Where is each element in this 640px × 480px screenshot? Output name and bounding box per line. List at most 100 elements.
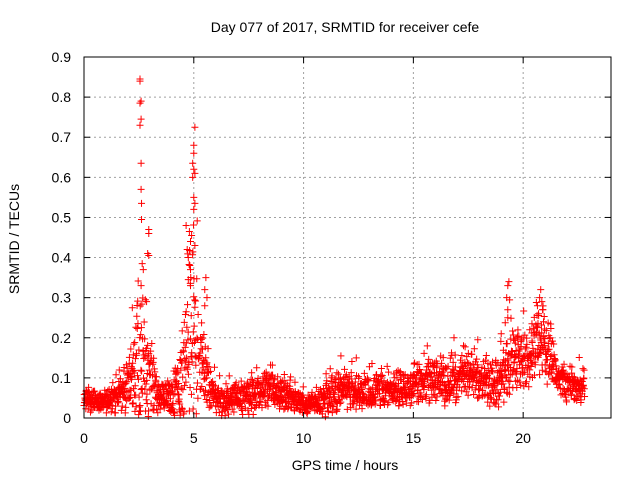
data-point	[199, 334, 207, 342]
data-point	[256, 397, 264, 405]
data-point	[190, 165, 198, 173]
data-point	[439, 354, 447, 362]
data-point	[138, 367, 146, 375]
y-tick-label: 0.8	[52, 89, 72, 105]
data-point	[525, 383, 533, 391]
data-point	[118, 402, 126, 410]
data-point	[143, 298, 151, 306]
data-point	[112, 371, 120, 379]
data-point	[182, 378, 190, 386]
data-point	[533, 302, 541, 310]
x-tick-label: 5	[190, 430, 198, 446]
data-point	[136, 77, 144, 85]
data-point	[187, 312, 195, 320]
data-point	[541, 342, 549, 350]
data-point	[409, 371, 417, 379]
grid	[84, 57, 611, 418]
data-point	[474, 385, 482, 393]
data-point	[472, 368, 480, 376]
data-point	[376, 390, 384, 398]
data-point	[125, 394, 133, 402]
data-point	[500, 398, 508, 406]
data-point	[463, 353, 471, 361]
data-point	[122, 379, 130, 387]
data-point	[497, 330, 505, 338]
data-point	[395, 402, 403, 410]
data-point	[133, 324, 141, 332]
data-point	[144, 341, 152, 349]
y-tick-label: 0	[63, 410, 71, 426]
data-point	[200, 331, 208, 339]
data-point	[536, 371, 544, 379]
data-point	[568, 369, 576, 377]
axis-ticks	[83, 56, 611, 419]
x-tick-label: 20	[515, 430, 531, 446]
data-point	[186, 266, 194, 274]
data-point	[136, 407, 144, 415]
data-point	[185, 260, 193, 268]
data-point	[228, 405, 236, 413]
data-point	[464, 349, 472, 357]
data-point	[130, 340, 138, 348]
y-tick-label: 0.1	[52, 370, 72, 386]
data-point	[460, 342, 468, 350]
data-point	[182, 308, 190, 316]
data-point	[183, 365, 191, 373]
data-point	[385, 368, 393, 376]
data-point	[533, 323, 541, 331]
data-point	[138, 215, 146, 223]
data-point	[137, 366, 145, 374]
data-point	[348, 358, 356, 366]
data-point	[420, 349, 428, 357]
data-point	[488, 367, 496, 375]
data-point	[85, 383, 93, 391]
data-point	[142, 380, 150, 388]
data-point	[183, 323, 191, 331]
data-point	[563, 398, 571, 406]
data-point	[523, 334, 531, 342]
data-point	[552, 362, 560, 370]
data-point	[347, 369, 355, 377]
data-point	[141, 335, 149, 343]
data-point	[194, 394, 202, 402]
data-point	[141, 385, 149, 393]
data-point	[444, 372, 452, 380]
data-point	[423, 363, 431, 371]
data-point	[164, 377, 172, 385]
data-point	[501, 319, 509, 327]
data-point	[523, 340, 531, 348]
data-point	[579, 365, 587, 373]
data-point	[171, 409, 179, 417]
data-point	[358, 384, 366, 392]
data-point	[470, 391, 478, 399]
data-point	[125, 353, 133, 361]
data-point	[532, 299, 540, 307]
data-point	[136, 99, 144, 107]
data-point	[337, 352, 345, 360]
data-point	[468, 350, 476, 358]
data-point	[438, 387, 446, 395]
data-point	[299, 383, 307, 391]
data-point	[239, 411, 247, 419]
data-point	[138, 300, 146, 308]
data-point	[137, 185, 145, 193]
data-point	[145, 407, 153, 415]
data-point	[385, 399, 393, 407]
data-point	[166, 395, 174, 403]
data-point	[115, 398, 123, 406]
data-point	[138, 260, 146, 268]
data-point	[186, 383, 194, 391]
data-point	[515, 332, 523, 340]
data-point	[191, 242, 199, 250]
data-point	[90, 388, 98, 396]
data-point	[457, 356, 465, 364]
data-point	[522, 378, 530, 386]
data-point	[188, 358, 196, 366]
data-point	[511, 354, 519, 362]
data-point	[137, 115, 145, 123]
data-point	[580, 366, 588, 374]
data-point	[189, 328, 197, 336]
data-point	[210, 363, 218, 371]
data-point	[225, 410, 233, 418]
